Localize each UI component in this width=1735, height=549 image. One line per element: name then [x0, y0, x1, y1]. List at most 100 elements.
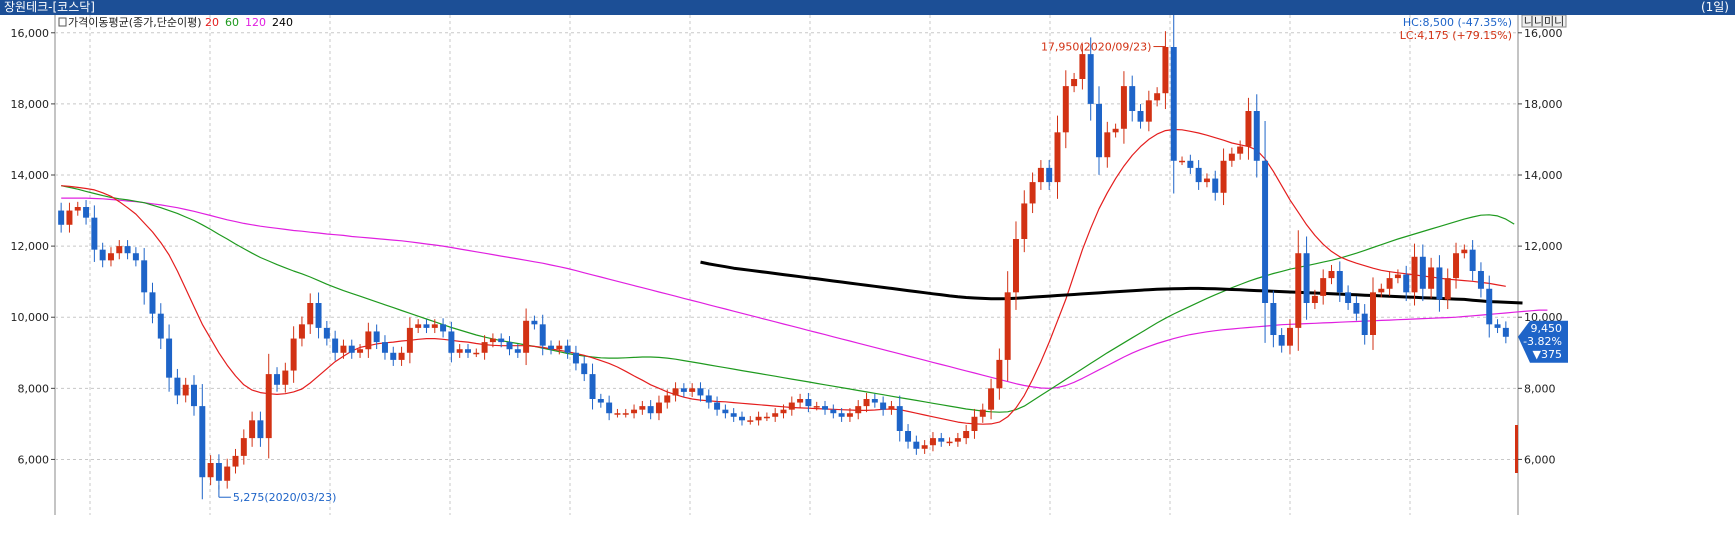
candle [572, 345, 579, 371]
legend-period-20: 20 [205, 16, 219, 29]
candle-body [921, 445, 928, 449]
candle-body [905, 431, 912, 442]
candle [290, 326, 297, 383]
candle-body [1054, 132, 1061, 183]
candle [249, 411, 256, 447]
candle-body [174, 377, 181, 396]
candle-body [323, 327, 330, 339]
candle-body [215, 463, 222, 481]
candle-body [481, 342, 488, 353]
candle-body [149, 292, 156, 314]
candle [780, 404, 787, 419]
candle-body [697, 388, 704, 396]
toolbar[interactable]: 니니미니 [1521, 15, 1567, 28]
candle [431, 319, 438, 334]
candle-body [548, 345, 555, 350]
candle [373, 324, 380, 350]
candle-body [265, 374, 272, 439]
candle [1295, 230, 1302, 351]
candle-body [689, 388, 696, 392]
candle-body [1112, 128, 1119, 133]
candle-body [730, 413, 737, 417]
candle-body [531, 320, 538, 325]
candle-body [539, 324, 546, 346]
candle-body [298, 324, 305, 339]
candle [58, 202, 65, 233]
candle-body [423, 324, 430, 328]
candle-body [406, 327, 413, 353]
candle [614, 408, 621, 418]
candle-body [1195, 167, 1202, 183]
candle [357, 344, 364, 358]
candle [1187, 154, 1194, 174]
candle-body [506, 342, 513, 350]
candle-body [249, 420, 256, 439]
candle-body [655, 402, 662, 414]
candle [107, 247, 114, 267]
candle [655, 395, 662, 421]
candle-body [672, 388, 679, 396]
candle-body [780, 409, 787, 414]
candle-body [58, 210, 65, 225]
high-annotation: 17,950(2020/09/23) [1041, 41, 1151, 54]
y-tick-label: 12,000 [1524, 240, 1563, 253]
candle [647, 400, 654, 420]
candle [963, 424, 970, 445]
candle [224, 458, 231, 489]
toolbar-glyphs: 니니미니 [1524, 15, 1564, 28]
candle-body [74, 207, 81, 211]
y-tick-label: 18,000 [1524, 98, 1563, 111]
candle-body [99, 249, 106, 261]
candle [1353, 296, 1360, 321]
candle-body [1096, 103, 1102, 158]
candle-body [1461, 249, 1468, 254]
candle-body [772, 413, 779, 417]
candle [166, 324, 173, 392]
y-tick-label: 6,000 [1524, 453, 1556, 466]
candle [415, 319, 422, 334]
y-tick-label: 6,000 [18, 453, 50, 466]
candle [456, 344, 463, 358]
candle-body [1469, 249, 1476, 271]
candle-body [1137, 111, 1144, 122]
candle [423, 319, 430, 334]
candle-body [938, 438, 945, 442]
candle [1469, 240, 1476, 281]
candle [1477, 262, 1484, 298]
candle-body [1286, 327, 1293, 346]
candle-body [863, 399, 870, 407]
candle-body [523, 320, 530, 353]
candle [332, 330, 339, 361]
candle [1311, 289, 1318, 310]
candle [1361, 304, 1368, 345]
candle [1303, 236, 1310, 320]
candle-body [880, 402, 887, 410]
window-title: 장원테크-[코스닥] [4, 0, 95, 14]
candlestick-chart[interactable]: 6,000 8,000 10,000 12,000 14,000 16,000 18,000… [0, 15, 1735, 549]
candle-body [456, 349, 463, 353]
current-price: 9,450 [1531, 322, 1563, 335]
candle [1004, 271, 1011, 382]
candle-body [946, 441, 953, 444]
candle [1195, 160, 1202, 190]
candle-body [1270, 303, 1277, 335]
y-tick-label: 10,000 [11, 311, 50, 324]
candle-body [614, 413, 621, 415]
candle [988, 378, 995, 420]
candle-body [1353, 303, 1360, 314]
candle [448, 321, 455, 363]
candle-body [514, 349, 521, 353]
candle-body [207, 463, 214, 478]
candle-body [1037, 167, 1044, 183]
candle-body [1062, 86, 1069, 133]
candle-body [199, 406, 206, 478]
candle [539, 314, 546, 356]
candle-body [1336, 271, 1343, 293]
candle [1228, 147, 1235, 167]
candle [282, 362, 289, 393]
annotations: 17,950(2020/09/23) 5,275(2020/03/23) [218, 41, 1166, 504]
candle [1486, 275, 1493, 338]
candle [772, 408, 779, 422]
candle [1079, 43, 1086, 90]
candle [946, 437, 953, 446]
